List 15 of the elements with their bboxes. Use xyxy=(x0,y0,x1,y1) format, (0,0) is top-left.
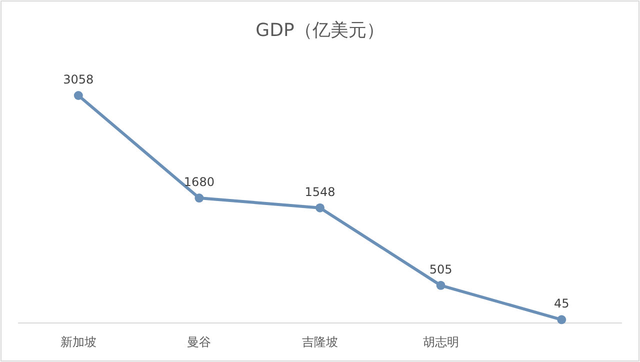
point xyxy=(557,315,566,324)
data-label: 3058 xyxy=(63,72,94,86)
chart-title: GDP（亿美元） xyxy=(256,20,384,41)
point xyxy=(316,203,324,212)
data-label: 45 xyxy=(554,296,570,311)
x-tick-label: 吉隆坡 xyxy=(302,335,338,349)
point xyxy=(436,280,446,290)
point xyxy=(74,91,83,100)
data-label: 505 xyxy=(429,262,452,276)
data-label: 1680 xyxy=(184,175,214,190)
x-tick-label: 胡志明 xyxy=(422,335,459,349)
point xyxy=(194,194,204,203)
data-label: 1548 xyxy=(304,184,336,199)
x-tick-label: 新加坡 xyxy=(60,335,96,349)
x-tick-label: 曼谷 xyxy=(187,335,212,349)
